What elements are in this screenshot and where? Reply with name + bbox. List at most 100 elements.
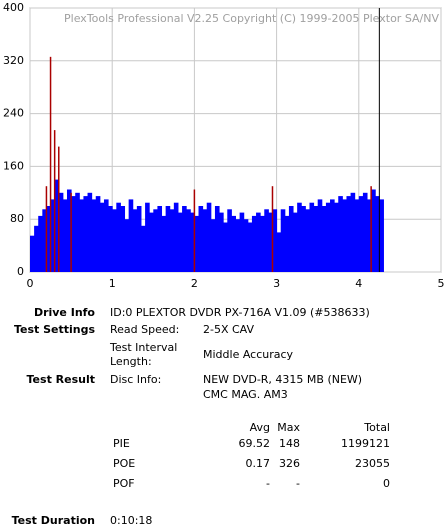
x-tick-label: 3 — [273, 277, 280, 290]
bar — [112, 209, 117, 272]
y-tick-label: 240 — [3, 107, 24, 120]
bar — [108, 206, 113, 272]
spike — [70, 192, 72, 272]
bar — [247, 222, 253, 272]
bar — [321, 206, 327, 272]
watermark: PlexTools Professional V2.25 Copyright (… — [64, 12, 439, 25]
spike — [193, 189, 196, 272]
bar — [140, 225, 146, 272]
bar — [177, 212, 183, 272]
bar — [206, 202, 212, 272]
stats-cell: 69.52 — [238, 437, 271, 450]
stats-cell: 0.17 — [245, 457, 271, 470]
bar — [157, 206, 163, 272]
bar — [66, 189, 72, 272]
stats-row-label: PIE — [113, 437, 130, 450]
bar — [346, 196, 352, 272]
bar — [297, 202, 302, 272]
bar — [371, 189, 376, 272]
bar — [338, 196, 343, 272]
bar — [190, 212, 195, 272]
bar — [132, 209, 138, 272]
bar — [280, 209, 286, 272]
bar — [350, 192, 356, 272]
bar — [30, 235, 35, 272]
bar — [367, 199, 372, 272]
bar — [272, 209, 278, 272]
bar — [182, 206, 187, 272]
bar — [128, 199, 134, 272]
bar — [317, 199, 323, 272]
bar — [202, 209, 208, 272]
bar — [161, 215, 167, 272]
bar — [194, 215, 200, 272]
stats-header: Avg — [249, 421, 270, 434]
y-tick-label: 400 — [3, 1, 24, 14]
bar — [165, 206, 171, 272]
bar — [379, 199, 384, 272]
bar — [95, 196, 101, 272]
x-tick-label: 0 — [27, 277, 34, 290]
bar — [268, 212, 273, 272]
spike — [370, 186, 372, 272]
spike — [58, 146, 60, 272]
bar — [38, 215, 43, 272]
bar — [309, 202, 315, 272]
bar — [284, 215, 290, 272]
bar — [362, 192, 368, 272]
bar — [354, 199, 360, 272]
bar — [239, 212, 245, 272]
bar — [313, 206, 319, 272]
bar — [91, 199, 97, 272]
value: 0:10:18 — [110, 514, 153, 527]
stats-row-label: POE — [113, 457, 136, 470]
y-tick-label: 160 — [3, 159, 24, 172]
bar — [58, 192, 64, 272]
bar — [330, 199, 335, 272]
bar — [173, 202, 179, 272]
y-tick-label: 320 — [3, 54, 24, 67]
stats-header: Total — [364, 421, 390, 434]
label: Test Result — [26, 373, 95, 386]
stats-header: Max — [277, 421, 300, 434]
bar — [293, 212, 298, 272]
bar — [124, 219, 130, 272]
stats-cell: 148 — [279, 437, 300, 450]
bar — [358, 196, 364, 272]
bar — [46, 206, 52, 272]
bar — [227, 209, 232, 272]
bar — [264, 209, 269, 272]
disc-label: Disc Info: — [110, 373, 162, 386]
x-tick-label: 1 — [109, 277, 116, 290]
disc-line: NEW DVD-R, 4315 MB (NEW) — [203, 373, 363, 386]
disc-line: CMC MAG. AM3 — [203, 388, 288, 401]
bar — [301, 206, 306, 272]
setting-name: Read Speed: — [110, 323, 180, 336]
setting-name: Test Interval Length: — [110, 341, 178, 368]
bar — [325, 202, 331, 272]
bar — [186, 209, 191, 272]
bar — [251, 215, 257, 272]
label: Drive Info — [33, 306, 95, 319]
stats-cell: - — [296, 477, 300, 490]
stats-cell: - — [266, 477, 270, 490]
bar — [116, 202, 121, 272]
bar — [99, 202, 105, 272]
bar — [120, 206, 126, 272]
value: ID:0 PLEXTOR DVDR PX-716A V1.09 (#538633… — [110, 306, 370, 319]
bar — [334, 202, 339, 272]
bar — [103, 199, 109, 272]
bar — [79, 199, 84, 272]
bar — [288, 206, 294, 272]
bar — [276, 232, 282, 272]
x-tick-label: 5 — [438, 277, 445, 290]
bar — [210, 219, 216, 272]
stats-cell: 326 — [279, 457, 300, 470]
setting-value: Middle Accuracy — [203, 348, 294, 361]
spike — [271, 186, 274, 272]
bar — [153, 209, 158, 272]
bar — [145, 202, 150, 272]
bar — [54, 179, 60, 272]
stats-row-label: POF — [113, 477, 135, 490]
